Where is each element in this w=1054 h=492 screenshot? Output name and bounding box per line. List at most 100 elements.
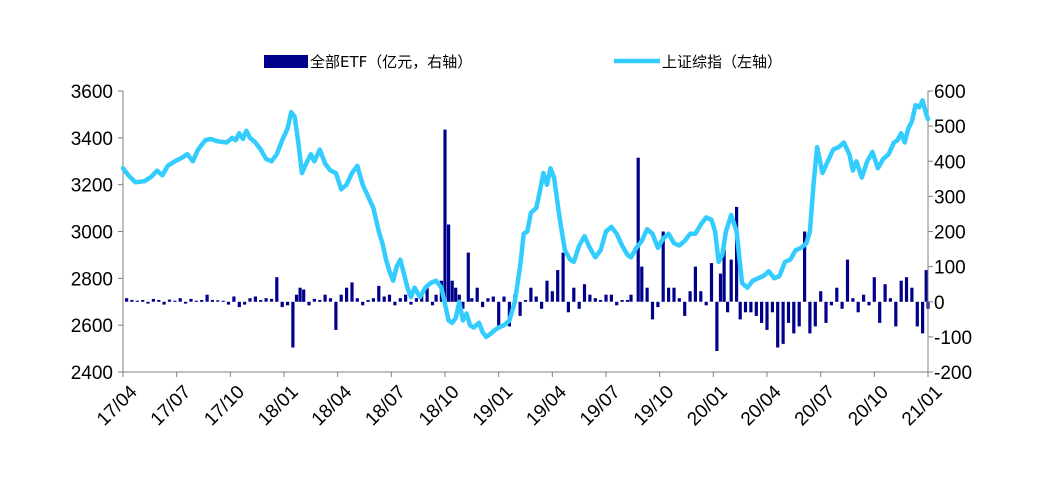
etf-bar (693, 266, 697, 302)
x-tick-label: 19/10 (630, 382, 678, 430)
etf-bar (620, 300, 624, 302)
etf-bar (269, 298, 274, 302)
etf-bar (609, 294, 613, 302)
etf-bar (704, 301, 708, 306)
etf-bar (904, 277, 909, 302)
etf-bar (414, 298, 418, 302)
x-tick-label: 18/04 (308, 381, 357, 430)
etf-bar (640, 266, 644, 302)
y-left-tick-label: 3200 (71, 176, 113, 197)
x-tick-label: 19/01 (469, 382, 517, 430)
etf-bar (328, 298, 333, 302)
etf-bar (867, 301, 871, 306)
etf-bar (856, 301, 860, 313)
legend-bar-label: 全部ETF（亿元，右轴） (310, 53, 472, 71)
etf-bar (130, 300, 134, 302)
etf-bar (894, 301, 898, 327)
etf-bar (872, 277, 876, 302)
etf-bar (677, 298, 681, 302)
etf-bar (298, 287, 302, 302)
etf-bar (475, 287, 479, 302)
etf-bar (280, 301, 284, 308)
etf-bar (361, 301, 365, 306)
etf-bar (312, 298, 316, 302)
etf-bar (334, 301, 338, 330)
etf-bar (803, 231, 807, 302)
y-left-tick-label: 2600 (71, 316, 113, 337)
etf-bar (430, 301, 435, 306)
x-tick-label: 19/04 (522, 381, 571, 430)
etf-bar (726, 301, 730, 313)
etf-bar (760, 301, 764, 323)
etf-bar (253, 296, 257, 302)
etf-bar (797, 301, 801, 327)
etf-bar (355, 298, 359, 302)
y-right-tick-label: -200 (934, 363, 972, 384)
etf-bar (910, 287, 914, 302)
etf-bar (540, 301, 544, 309)
etf-bar (294, 294, 299, 302)
x-tick-label: 21/01 (898, 382, 946, 430)
etf-bar (593, 298, 597, 302)
etf-bars (125, 129, 930, 351)
etf-bar (205, 294, 209, 302)
etf-bar (545, 280, 549, 302)
etf-bar (491, 296, 495, 302)
etf-bar (749, 301, 753, 313)
etf-bar (210, 300, 214, 302)
etf-bar (667, 287, 671, 302)
x-tick-label: 17/04 (93, 381, 142, 430)
etf-bar (461, 301, 465, 309)
y-right-tick-label: 100 (934, 258, 966, 279)
etf-bar (776, 301, 780, 348)
etf-bar (683, 301, 687, 316)
etf-bar (661, 231, 665, 302)
etf-bar (899, 280, 903, 302)
etf-bar (650, 301, 655, 320)
x-tick-label: 20/10 (844, 382, 892, 430)
etf-bar (466, 252, 470, 302)
etf-bar (835, 287, 839, 302)
etf-bar (481, 301, 485, 308)
etf-bar (151, 298, 155, 302)
x-tick-label: 18/01 (254, 382, 302, 430)
etf-bar (302, 289, 306, 302)
etf-bar (588, 294, 592, 302)
x-tick-label: 20/04 (737, 381, 786, 430)
etf-bar (572, 287, 576, 302)
etf-bar (264, 298, 268, 302)
etf-bar (237, 301, 241, 308)
axes (118, 90, 933, 377)
etf-bar (840, 301, 844, 309)
etf-bar (735, 206, 739, 302)
etf-bar (286, 301, 290, 306)
legend-line-label: 上证综指（左轴） (662, 53, 782, 71)
y-right-tick-label: 200 (934, 223, 966, 244)
etf-bar (200, 300, 204, 302)
etf-bar (636, 157, 640, 302)
x-tick-label: 18/10 (415, 382, 463, 430)
etf-bar (125, 298, 129, 302)
etf-bar (497, 301, 501, 327)
y-right-tick-label: 300 (934, 187, 966, 208)
etf-bar (141, 300, 145, 302)
etf-bar (291, 301, 295, 348)
etf-bar (409, 301, 413, 305)
etf-bar (529, 287, 533, 302)
etf-bar (819, 291, 823, 302)
etf-bar (393, 301, 397, 306)
etf-bar (398, 298, 402, 302)
etf-bar (915, 301, 919, 327)
etf-bar (878, 301, 882, 323)
y-left-tick-label: 3600 (71, 82, 113, 103)
etf-bar (556, 270, 560, 302)
legend: 全部ETF（亿元，右轴） 上证综指（左轴） (264, 53, 782, 71)
etf-bar (377, 285, 381, 302)
etf-bar (845, 259, 850, 302)
etf-bar (754, 301, 758, 316)
etf-bar (523, 300, 528, 302)
etf-bar (173, 300, 177, 302)
etf-bar (883, 284, 887, 302)
index-line (120, 98, 931, 340)
